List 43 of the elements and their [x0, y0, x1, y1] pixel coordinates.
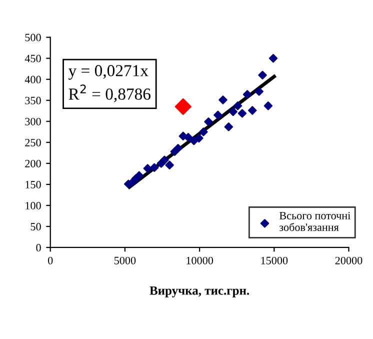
- x-tick-label: 5000: [114, 256, 136, 264]
- y-tick-label: 0: [36, 244, 41, 252]
- y-tick-label: 200: [25, 160, 41, 168]
- point: [160, 156, 169, 164]
- y-tick-label: 500: [25, 34, 41, 42]
- point: [224, 122, 234, 132]
- annotation: y = 0,0271x: [68, 65, 148, 80]
- point: [254, 87, 264, 96]
- x-tick-label: 20000: [335, 256, 362, 264]
- y-tick-label: 100: [26, 202, 41, 210]
- point: [218, 96, 228, 104]
- annotation: R$^{2}$ = 0,8786: [68, 84, 150, 102]
- y-tick-label: 150: [26, 180, 41, 188]
- point: [214, 110, 222, 120]
- x-axis-title: Виручка, тис.грн.: [150, 286, 250, 298]
- y-tick-label: 350: [25, 96, 41, 104]
- point: [238, 109, 247, 118]
- legend-label: Всього поточні зобов'язання: [279, 212, 350, 232]
- point: [174, 144, 182, 153]
- x-tick-label: 10000: [186, 256, 214, 264]
- y-tick-label: 300: [25, 118, 41, 126]
- point: [228, 107, 238, 116]
- point: [165, 160, 174, 170]
- y-tick-label: 450: [24, 54, 41, 62]
- point: [233, 101, 242, 110]
- y-tick-label: 50: [30, 222, 41, 230]
- point: [248, 106, 257, 115]
- point: [150, 163, 159, 172]
- point: [264, 101, 273, 110]
- point: [174, 98, 192, 115]
- point: [258, 70, 267, 80]
- x-tick-label: 0: [48, 256, 53, 264]
- point: [194, 134, 204, 143]
- x-tick-label: 15000: [261, 256, 288, 264]
- point: [199, 128, 208, 136]
- point: [204, 117, 213, 126]
- point: [134, 171, 144, 180]
- point: [143, 164, 152, 173]
- y-tick-label: 400: [24, 76, 41, 84]
- point: [268, 54, 278, 63]
- point: [190, 136, 198, 146]
- point: [242, 90, 252, 99]
- y-tick-label: 250: [25, 138, 41, 146]
